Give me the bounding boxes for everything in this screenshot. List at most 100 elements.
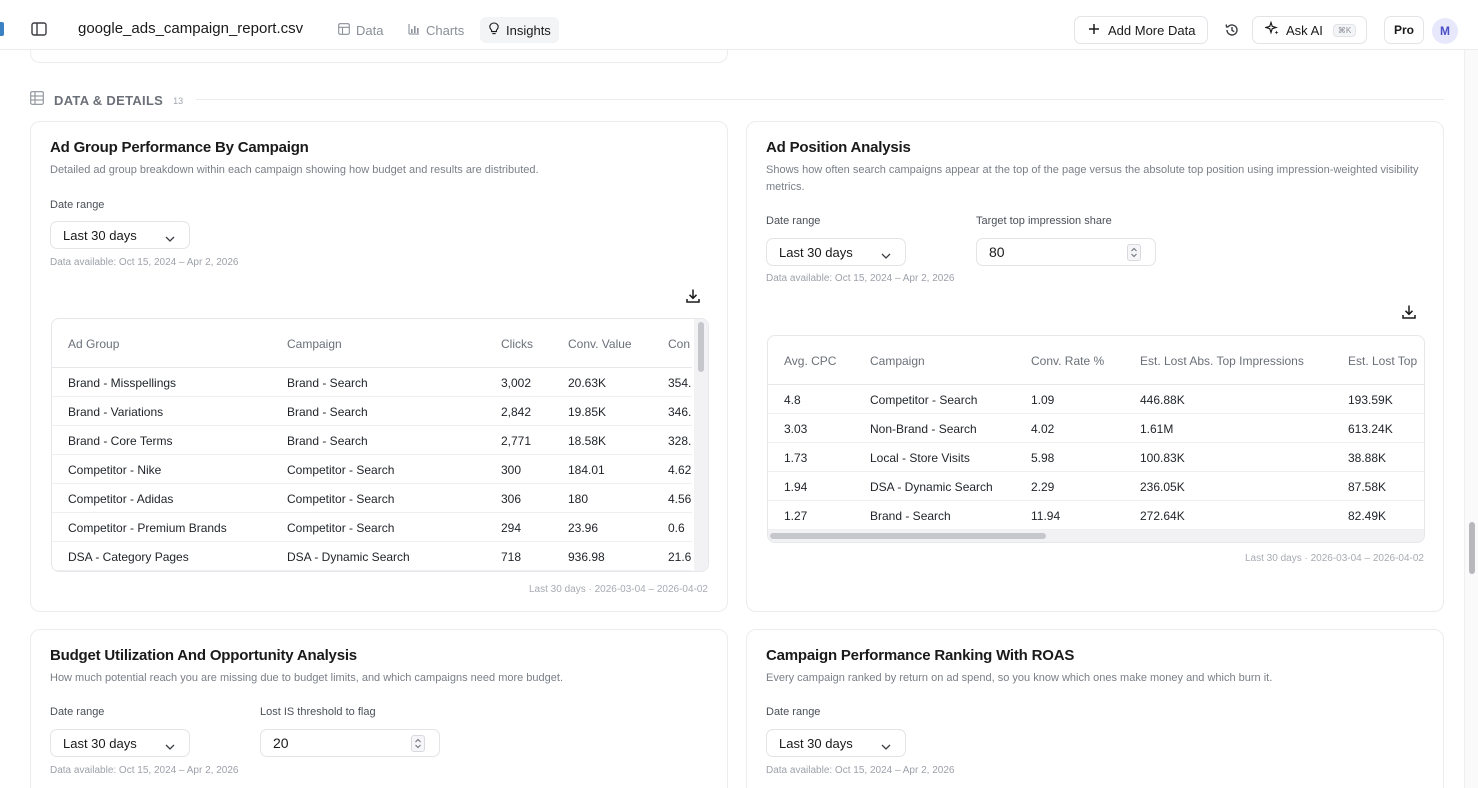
table-cell: 613.24K — [1348, 422, 1393, 436]
target-impression-share-label: Target top impression share — [976, 215, 1112, 227]
table-vertical-scrollbar-thumb[interactable] — [698, 322, 704, 372]
tab-charts[interactable]: Charts — [400, 17, 472, 43]
table-cell: 294 — [501, 521, 522, 535]
table-cell: 1.09 — [1031, 393, 1055, 407]
table-header: Ad Group Campaign Clicks Conv. Value Con — [52, 319, 692, 368]
avatar[interactable]: M — [1432, 18, 1458, 44]
file-name: google_ads_campaign_report.csv — [78, 20, 304, 37]
column-header[interactable]: Ad Group — [68, 337, 120, 351]
table-cell: Brand - Search — [287, 376, 368, 390]
column-header[interactable]: Con — [668, 337, 691, 351]
card-title: Campaign Performance Ranking With ROAS — [766, 647, 1075, 664]
table-vertical-scrollbar[interactable] — [694, 319, 708, 571]
table-header: Avg. CPC Campaign Conv. Rate % Est. Lost… — [768, 336, 1424, 385]
section-count: 13 — [173, 95, 184, 106]
tab-charts-label: Charts — [426, 22, 465, 38]
download-icon[interactable] — [1401, 304, 1419, 322]
table-cell: 346. — [668, 405, 692, 419]
section-label: DATA & DETAILS — [54, 93, 164, 108]
column-header[interactable]: Campaign — [870, 354, 925, 368]
table-cell: Brand - Misspellings — [68, 376, 177, 390]
table-cell: 236.05K — [1140, 480, 1185, 494]
date-range-select[interactable]: Last 30 days — [50, 221, 190, 249]
download-icon[interactable] — [685, 288, 703, 306]
column-header[interactable]: Clicks — [501, 337, 533, 351]
number-stepper-icon[interactable] — [1127, 244, 1141, 261]
table-cell: 4.02 — [1031, 422, 1055, 436]
table-cell: DSA - Dynamic Search — [287, 550, 410, 564]
card-description: Shows how often search campaigns appear … — [766, 164, 1419, 193]
table-cell: 180 — [568, 492, 589, 506]
date-range-select[interactable]: Last 30 days — [766, 729, 906, 757]
lightbulb-icon — [488, 22, 500, 38]
table-row[interactable]: 4.8 Competitor - Search 1.09 446.88K 193.59K — [768, 385, 1424, 414]
table-cell: 184.01 — [568, 463, 605, 477]
table-row[interactable]: Brand - Variations Brand - Search 2,842 19.… — [52, 397, 692, 426]
table-cell: Brand - Search — [870, 509, 951, 523]
table-horizontal-scrollbar-thumb[interactable] — [770, 533, 1046, 539]
card-description: Every campaign ranked by return on ad sp… — [766, 672, 1273, 684]
table-horizontal-scrollbar[interactable] — [768, 530, 1424, 542]
chevron-down-icon — [881, 739, 891, 754]
table-cell: 4.8 — [784, 393, 801, 407]
ad-group-table: Ad Group Campaign Clicks Conv. Value Con… — [51, 318, 709, 572]
table-cell: 2,842 — [501, 405, 532, 419]
table-row[interactable]: Brand - Core Terms Brand - Search 2,771 18.… — [52, 426, 692, 455]
date-range-select[interactable]: Last 30 days — [766, 238, 906, 266]
table-cell: 718 — [501, 550, 522, 564]
top-bar: google_ads_campaign_report.csv Data Char… — [0, 0, 1478, 50]
table-row[interactable]: 1.94 DSA - Dynamic Search 2.29 236.05K 87.58… — [768, 472, 1424, 501]
column-header[interactable]: Campaign — [287, 337, 342, 351]
date-range-value: Last 30 days — [779, 244, 853, 260]
ask-ai-button[interactable]: Ask AI ⌘K — [1252, 16, 1367, 44]
column-header[interactable]: Conv. Value — [568, 337, 632, 351]
sparkle-icon — [1264, 20, 1280, 39]
table-cell: 0.6 — [668, 521, 685, 535]
table-cell: Brand - Search — [287, 405, 368, 419]
card-title: Ad Group Performance By Campaign — [50, 139, 309, 156]
table-cell: 100.83K — [1140, 451, 1185, 465]
data-availability: Data available: Oct 15, 2024 – Apr 2, 20… — [50, 765, 239, 776]
data-availability: Data available: Oct 15, 2024 – Apr 2, 20… — [50, 257, 239, 268]
column-header[interactable]: Avg. CPC — [784, 354, 837, 368]
page-scrollbar[interactable] — [1464, 50, 1478, 788]
date-range-label: Date range — [50, 199, 105, 211]
number-stepper-icon[interactable] — [411, 735, 425, 752]
history-icon[interactable] — [1220, 18, 1244, 42]
date-range-value: Last 30 days — [63, 227, 137, 243]
add-more-data-button[interactable]: Add More Data — [1074, 16, 1208, 44]
table-row[interactable]: 1.27 Brand - Search 11.94 272.64K 82.49K — [768, 501, 1424, 530]
pro-badge-button[interactable]: Pro — [1384, 16, 1424, 44]
table-row[interactable]: 3.03 Non-Brand - Search 4.02 1.61M 613.24K — [768, 414, 1424, 443]
table-icon — [338, 22, 350, 38]
column-header[interactable]: Conv. Rate % — [1031, 354, 1105, 368]
table-cell: 5.98 — [1031, 451, 1055, 465]
table-row[interactable]: DSA - Category Pages DSA - Dynamic Search… — [52, 542, 692, 571]
grid-icon — [30, 91, 44, 110]
lost-is-threshold-input[interactable]: 20 — [260, 729, 440, 757]
table-cell: Brand - Variations — [68, 405, 164, 419]
date-range-value: Last 30 days — [63, 735, 137, 751]
table-row[interactable]: Competitor - Adidas Competitor - Search 30… — [52, 484, 692, 513]
table-cell: 446.88K — [1140, 393, 1185, 407]
column-header[interactable]: Est. Lost Abs. Top Impressions — [1140, 354, 1304, 368]
table-cell: 272.64K — [1140, 509, 1185, 523]
data-availability: Data available: Oct 15, 2024 – Apr 2, 20… — [766, 765, 955, 776]
table-cell: 19.85K — [568, 405, 607, 419]
target-impression-share-input[interactable]: 80 — [976, 238, 1156, 266]
date-range-select[interactable]: Last 30 days — [50, 729, 190, 757]
tab-data[interactable]: Data — [330, 17, 391, 43]
sidebar-toggle-icon[interactable] — [28, 18, 50, 40]
card-footnote: Last 30 days · 2026-03-04 – 2026-04-02 — [1244, 553, 1424, 564]
table-row[interactable]: Brand - Misspellings Brand - Search 3,002 2… — [52, 368, 692, 397]
table-row[interactable]: Competitor - Nike Competitor - Search 300 1… — [52, 455, 692, 484]
lost-is-threshold-label: Lost IS threshold to flag — [260, 706, 376, 718]
table-cell: 38.88K — [1348, 451, 1387, 465]
tab-insights[interactable]: Insights — [480, 17, 559, 43]
table-cell: 300 — [501, 463, 522, 477]
column-header[interactable]: Est. Lost Top — [1348, 354, 1418, 368]
table-row[interactable]: Competitor - Premium Brands Competitor - … — [52, 513, 692, 542]
table-row[interactable]: 1.73 Local - Store Visits 5.98 100.83K 38.88… — [768, 443, 1424, 472]
table-cell: 1.61M — [1140, 422, 1174, 436]
page-scrollbar-thumb[interactable] — [1469, 522, 1475, 574]
